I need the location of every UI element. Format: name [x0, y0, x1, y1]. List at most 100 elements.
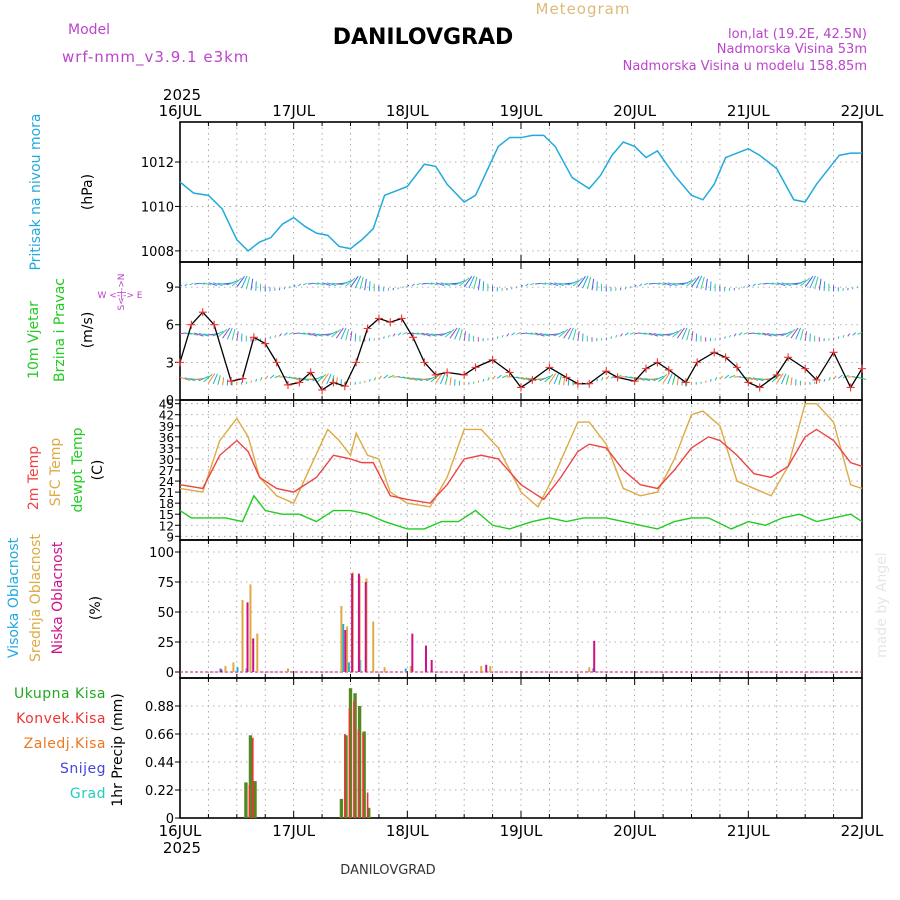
wind-barb: [279, 333, 282, 337]
wind-barb: [288, 376, 299, 381]
wind-barb: [477, 278, 481, 291]
wind-barb: [212, 373, 218, 385]
wind-barb: [814, 276, 819, 290]
wind-barb: [785, 328, 796, 338]
wind-barb: [208, 373, 216, 384]
wind-barb: [506, 333, 510, 337]
sfc-temp-line: [179, 402, 863, 508]
y-tick-label: 100: [149, 546, 174, 561]
wind-barb: [302, 282, 308, 286]
x-date-label-top: 17JUL: [272, 102, 315, 120]
wind-barb: [463, 331, 467, 342]
precip-legend-item: Konvek.Kisa: [16, 711, 106, 727]
wind-barb: [302, 332, 312, 336]
wind-barb: [620, 333, 623, 337]
cloud-units: (%): [88, 596, 104, 620]
wind-barb: [776, 373, 784, 384]
wind-barb: [842, 334, 845, 338]
cloud-ylabel-mid: Srednja Oblacnost: [28, 534, 44, 662]
precip-legend-item: Ukupna Kisa: [14, 686, 106, 702]
wind-barb: [250, 278, 254, 291]
y-tick-label: 24: [159, 475, 174, 489]
wind-gust-marker: [721, 353, 730, 362]
plot-panels: 1008101010120369912151821242730333639424…: [6, 86, 884, 857]
wind-gust-marker: [460, 370, 469, 379]
wind-barb: [610, 336, 613, 339]
wind-barb: [662, 373, 670, 384]
x-date-label-bottom: 21JUL: [727, 822, 770, 840]
wind-barb: [245, 276, 251, 290]
wind-barb: [681, 327, 688, 340]
wind-barb: [231, 277, 242, 287]
cloud-ylabel-high: Visoka Oblacnost: [6, 537, 22, 658]
temp-ylabel-sfc: SFC Temp: [48, 438, 64, 507]
wind-barb: [179, 284, 182, 288]
wind-gust-marker: [784, 353, 793, 362]
wind-barb: [516, 331, 522, 335]
y-tick-label: 9: [166, 281, 174, 296]
wind-barb: [799, 329, 804, 341]
wind-barb: [264, 375, 269, 380]
wind-barb: [501, 374, 508, 379]
y-tick-label: 30: [159, 453, 174, 467]
wind-barb: [274, 374, 281, 379]
x-date-label-bottom: 22JUL: [841, 822, 884, 840]
wind-barb: [350, 276, 359, 288]
wind-barb: [781, 330, 792, 337]
wind-barb: [605, 375, 610, 380]
wind-gust-marker: [545, 363, 554, 372]
wind-barb: [274, 334, 277, 338]
wind-ylabel-2: Brzina i Pravac: [52, 278, 68, 382]
wind-barb: [554, 282, 564, 287]
wind-barb: [406, 284, 410, 288]
wind-barb: [549, 282, 558, 287]
y-tick-label: 6: [166, 319, 174, 334]
model-label: Model: [68, 22, 110, 38]
wind-barb: [596, 378, 599, 382]
wind-barb: [857, 376, 867, 381]
wind-barb: [354, 275, 362, 289]
wind-gust-marker: [329, 378, 338, 387]
precip-bar: [357, 728, 360, 818]
wind-barb: [492, 375, 496, 380]
precip-bar: [253, 781, 257, 818]
wind-barb: [776, 282, 786, 287]
wind-barb: [312, 375, 323, 382]
wind-barb: [444, 328, 455, 338]
wind-barb: [643, 332, 653, 336]
wind-barb: [691, 331, 694, 342]
wind-speed-line: [179, 311, 863, 391]
wind-barb: [231, 329, 236, 341]
elevation-label: Nadmorska Visina 53m: [717, 42, 867, 57]
year-label-top: 2025: [163, 86, 201, 104]
y-tick-label: 39: [159, 420, 174, 434]
wind-gust-marker: [562, 373, 571, 382]
wind-barb: [312, 332, 323, 337]
precip-legend-item: Zaledj.Kisa: [24, 736, 106, 752]
wind-barb: [733, 333, 737, 337]
wind-gust-marker: [352, 358, 361, 367]
x-date-label-bottom: 17JUL: [272, 822, 315, 840]
wind-barb: [767, 282, 774, 285]
wind-barb: [312, 282, 319, 285]
wind-barb: [298, 332, 306, 335]
precip-units: 1hr Precip (mm): [110, 693, 126, 806]
wind-barb: [752, 332, 761, 335]
wind-barb: [719, 375, 723, 380]
wind-barb: [458, 329, 463, 341]
wind-barb: [823, 281, 826, 291]
wind-barb: [392, 333, 396, 337]
wind-barb: [691, 276, 700, 288]
wind-barb: [283, 332, 288, 336]
wind-barb: [426, 375, 437, 382]
wind-barb: [222, 327, 231, 339]
wind-gust-marker: [693, 358, 702, 367]
wind-barb: [454, 279, 466, 286]
y-tick-label: 50: [157, 606, 174, 621]
wind-barb: [823, 378, 826, 382]
wind-barb: [321, 373, 329, 384]
x-date-label-top: 19JUL: [500, 102, 543, 120]
wind-barb: [672, 328, 682, 338]
wind-barb: [496, 336, 499, 339]
wind-gust-marker: [238, 374, 247, 383]
